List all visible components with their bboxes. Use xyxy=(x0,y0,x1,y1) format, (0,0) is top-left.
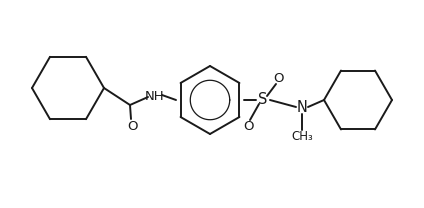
Text: S: S xyxy=(258,93,268,108)
Text: CH₃: CH₃ xyxy=(291,130,313,142)
Text: O: O xyxy=(127,120,137,134)
Text: O: O xyxy=(273,72,283,84)
Text: O: O xyxy=(243,120,253,132)
Text: NH: NH xyxy=(145,89,165,103)
Text: N: N xyxy=(296,100,307,115)
